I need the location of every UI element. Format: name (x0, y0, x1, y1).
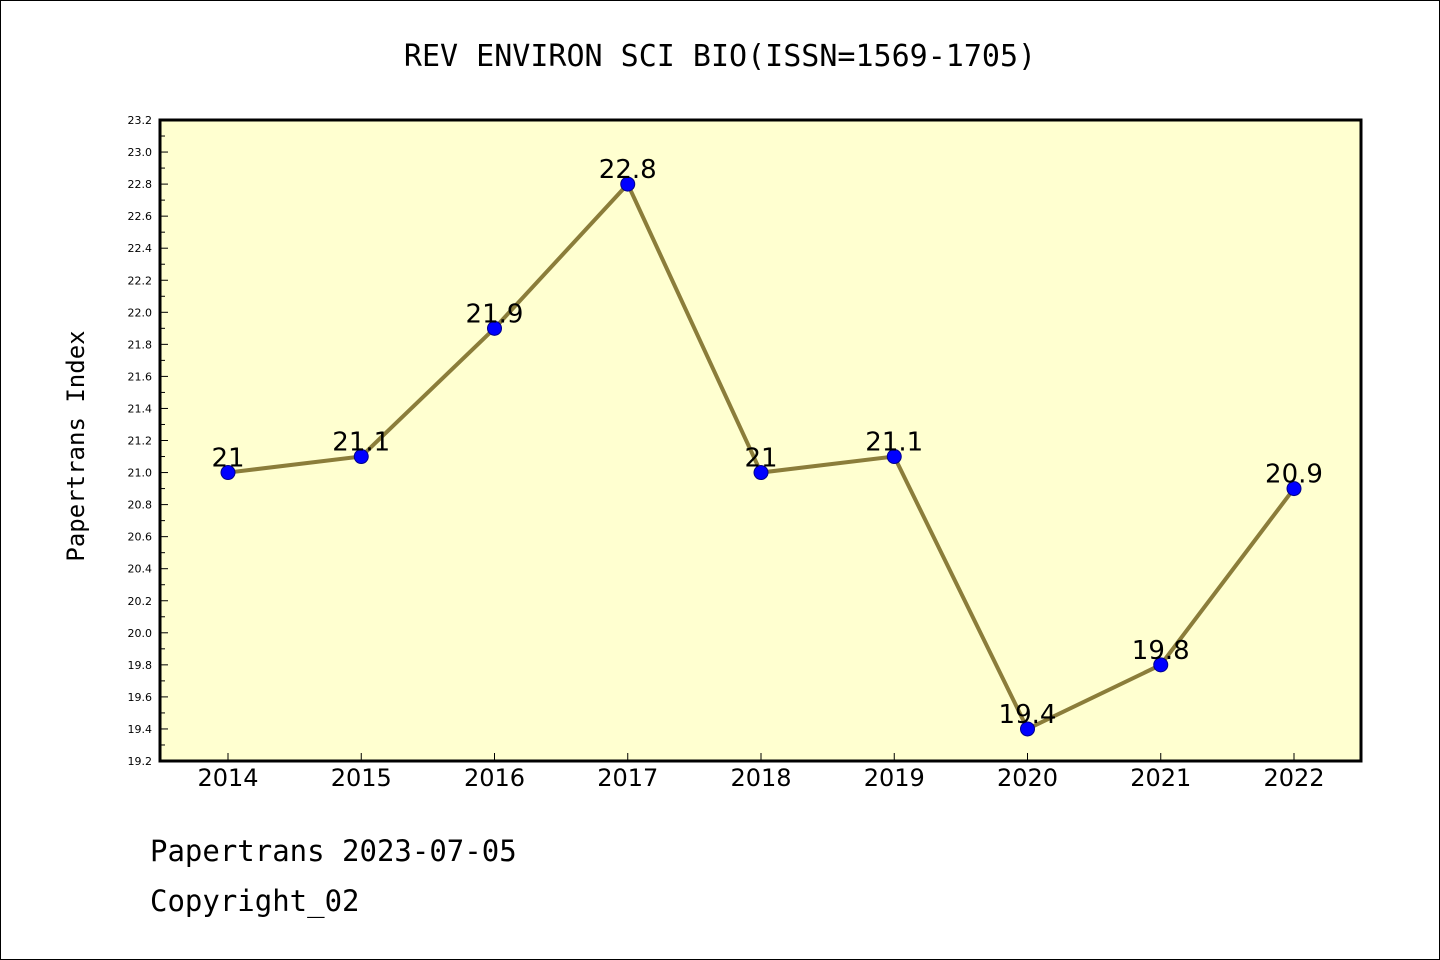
x-tick-label: 2016 (464, 764, 525, 792)
footer-date: Papertrans 2023-07-05 (150, 834, 517, 868)
data-label: 19.4 (999, 700, 1057, 730)
y-tick-label: 19.2 (128, 755, 153, 768)
y-tick-label: 22.6 (128, 210, 153, 223)
data-point (487, 320, 502, 336)
data-point (886, 449, 902, 465)
y-tick-label: 22.2 (128, 274, 153, 287)
y-axis-label: Papertrans Index (62, 330, 90, 561)
y-tick-label: 21.2 (128, 435, 153, 448)
y-tick-label: 21.6 (128, 370, 153, 383)
data-point (1286, 481, 1302, 497)
data-point (1153, 657, 1169, 673)
x-tick-label: 2021 (1130, 764, 1191, 792)
data-label: 19.8 (1132, 636, 1190, 666)
series-markers (220, 176, 1302, 737)
y-tick-label: 21.8 (128, 338, 153, 351)
data-label: 21 (744, 444, 777, 474)
x-tick-label: 2015 (331, 764, 392, 792)
y-tick-label: 23.2 (128, 114, 153, 127)
y-tick-label: 20.0 (128, 627, 153, 640)
data-labels: 21 21.1 21.9 22.8 21 21.1 19.4 19.8 20.9 (211, 155, 1322, 730)
y-tick-label: 22.0 (128, 306, 153, 319)
data-label: 21.9 (466, 299, 524, 329)
y-axis-ticks: 19.2 19.4 19.6 19.8 20.0 20.2 20.4 20.6 20.8 21.0… (128, 114, 168, 768)
data-label: 20.9 (1265, 460, 1323, 490)
x-tick-label: 2019 (864, 764, 925, 792)
data-label: 21.1 (332, 428, 390, 458)
y-tick-label: 21.0 (128, 467, 153, 480)
x-tick-label: 2014 (197, 764, 258, 792)
x-tick-label: 2018 (730, 764, 791, 792)
data-label: 21 (211, 444, 244, 474)
y-tick-label: 19.8 (128, 659, 153, 672)
data-point (1020, 721, 1035, 737)
y-tick-label: 20.6 (128, 531, 153, 544)
y-tick-label: 22.4 (128, 242, 153, 255)
footer-copyright: Copyright_02 (150, 884, 360, 918)
x-tick-label: 2022 (1263, 764, 1324, 792)
y-tick-label: 23.0 (128, 146, 153, 159)
data-point (353, 449, 369, 465)
data-point (620, 176, 636, 192)
data-label: 22.8 (599, 155, 657, 185)
x-axis-ticks: 2014 2015 2016 2017 2018 2019 2020 2021 2022 (197, 753, 1325, 792)
chart-title: REV ENVIRON SCI BIO(ISSN=1569-1705) (404, 39, 1036, 74)
y-tick-label: 19.6 (128, 691, 153, 704)
x-tick-label: 2020 (997, 764, 1058, 792)
y-tick-label: 20.2 (128, 595, 153, 608)
y-tick-label: 19.4 (128, 723, 153, 736)
data-point (220, 465, 236, 481)
plot-area (158, 118, 1363, 763)
data-point (753, 465, 769, 481)
y-tick-label: 20.8 (128, 499, 153, 512)
data-label: 21.1 (865, 428, 923, 458)
y-tick-label: 20.4 (128, 563, 153, 576)
y-tick-label: 21.4 (128, 402, 153, 415)
x-tick-label: 2017 (597, 764, 658, 792)
y-tick-label: 22.8 (128, 178, 153, 191)
